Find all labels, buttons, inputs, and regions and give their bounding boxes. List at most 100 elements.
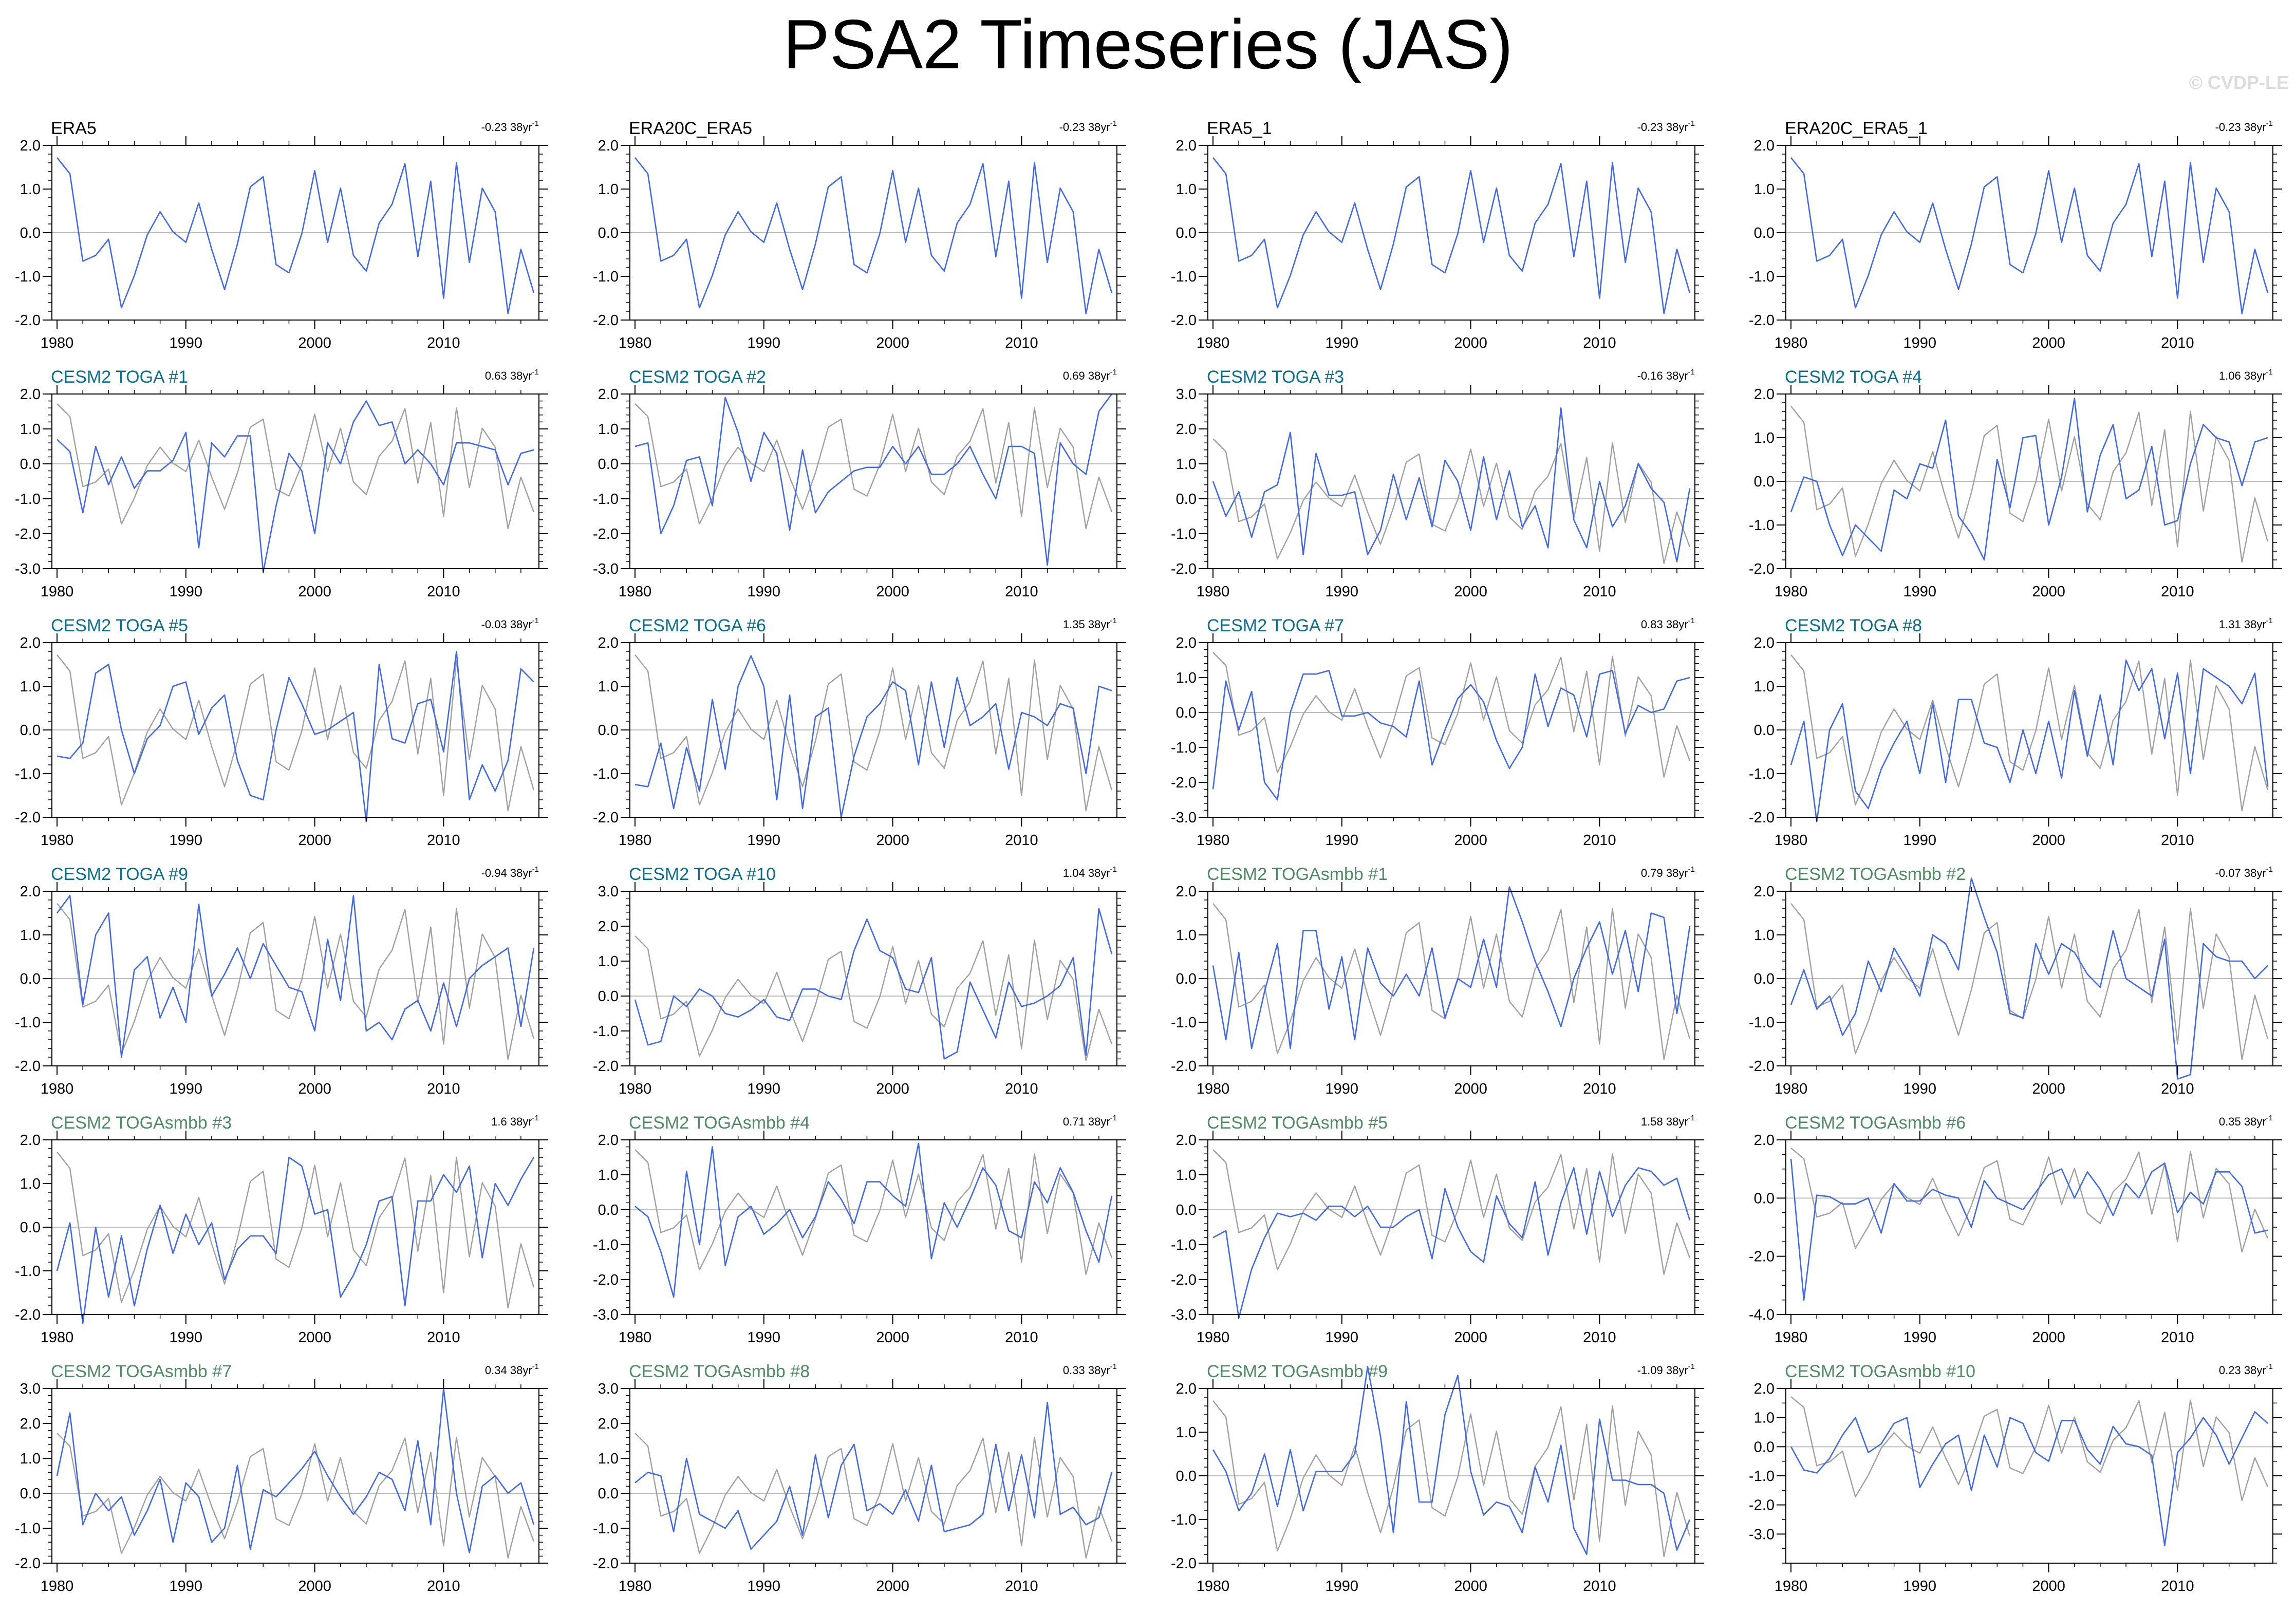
x-tick-label: 1990 xyxy=(1903,832,1937,849)
series-line-sim xyxy=(634,393,1113,566)
x-tick-label: 1990 xyxy=(1326,1578,1359,1594)
x-tick-label: 1980 xyxy=(41,1329,74,1346)
trend-superscript: -1 xyxy=(2266,119,2273,128)
panel-trend: 0.69 38yr-1 xyxy=(1063,368,1117,382)
x-tick-label: 1990 xyxy=(748,1329,781,1346)
y-tick-label: -1.0 xyxy=(1749,1468,1775,1485)
y-tick-label: 1.0 xyxy=(20,927,41,944)
y-tick-label: -1.0 xyxy=(15,269,41,285)
plot-frame xyxy=(1207,1139,1695,1315)
y-tick-label: 0.0 xyxy=(20,225,41,241)
chart-panel-10: CESM2 TOGA #6 1.35 38yr-1 -2.0 -1.0 0.0 1.0 2.… xyxy=(593,616,1126,849)
trend-superscript: -1 xyxy=(1688,1114,1695,1122)
x-tick-label: 1980 xyxy=(619,584,652,600)
x-tick-label: 1990 xyxy=(1903,1578,1937,1594)
series-line-sim xyxy=(1790,877,2268,1080)
y-tick-label: -1.0 xyxy=(1171,526,1197,542)
x-tick-label: 1980 xyxy=(1775,1081,1808,1097)
y-tick-label: 2.0 xyxy=(1754,386,1775,403)
panel-title: ERA5_1 xyxy=(1207,119,1272,138)
y-tick-label: -3.0 xyxy=(1171,810,1197,826)
panel-title: ERA20C_ERA5_1 xyxy=(1785,119,1928,138)
chart-panel-20: CESM2 TOGAsmbb #6 0.35 38yr-1 -4.0 -2.0 0.0 2… xyxy=(1749,1113,2282,1346)
series-line-obs xyxy=(1212,903,1691,1060)
x-tick-label: 1980 xyxy=(1775,1329,1808,1346)
y-tick-label: 2.0 xyxy=(1176,884,1197,900)
y-tick-label: 0.0 xyxy=(1176,1202,1197,1218)
x-tick-label: 2010 xyxy=(2161,584,2194,600)
x-tick-label: 2010 xyxy=(1583,335,1616,351)
series-line-obs xyxy=(57,903,535,1060)
y-tick-label: 0.0 xyxy=(20,456,41,473)
x-tick-label: 2000 xyxy=(1454,1081,1487,1097)
y-tick-label: 1.0 xyxy=(1176,670,1197,686)
x-tick-label: 2000 xyxy=(2032,1329,2065,1346)
trend-superscript: -1 xyxy=(532,119,539,128)
panel-trend: -0.23 38yr-1 xyxy=(1059,119,1117,134)
y-tick-label: 2.0 xyxy=(1176,138,1197,154)
series-line-obs xyxy=(1212,652,1691,778)
series-line-obs xyxy=(57,403,535,530)
trend-superscript: -1 xyxy=(532,616,539,625)
chart-panel-9: CESM2 TOGA #5 -0.03 38yr-1 -2.0 -1.0 0.0 1.0 2… xyxy=(15,616,548,849)
panel-trend: 0.35 38yr-1 xyxy=(2219,1114,2273,1128)
x-tick-label: 2010 xyxy=(427,1081,460,1097)
x-tick-label: 1980 xyxy=(1775,1578,1808,1594)
x-tick-label: 2000 xyxy=(876,1329,909,1346)
x-tick-label: 1990 xyxy=(1903,1081,1937,1097)
y-tick-label: -1.0 xyxy=(15,491,41,508)
y-tick-label: 0.0 xyxy=(1754,722,1775,739)
series-line-sim xyxy=(1790,1411,2268,1547)
panel-trend: 0.71 38yr-1 xyxy=(1063,1114,1117,1128)
y-tick-label: -2.0 xyxy=(15,526,41,542)
y-tick-label: 2.0 xyxy=(598,1132,619,1149)
y-tick-label: 1.0 xyxy=(598,1167,619,1184)
y-tick-label: -3.0 xyxy=(15,561,41,577)
x-tick-label: 2010 xyxy=(1583,1578,1616,1594)
series-line-sim xyxy=(634,655,1112,818)
plot-frame xyxy=(629,1388,1117,1564)
y-tick-label: 1.0 xyxy=(1754,927,1775,944)
y-tick-label: -1.0 xyxy=(1171,1512,1197,1528)
x-tick-label: 1990 xyxy=(1326,1329,1359,1346)
x-tick-label: 1990 xyxy=(170,832,203,849)
chart-panel-3: ERA5_1 -0.23 38yr-1 -2.0 -1.0 0.0 1.0 2.0 1980 1… xyxy=(1171,119,1704,351)
x-tick-label: 2010 xyxy=(2161,832,2194,849)
chart-panel-12: CESM2 TOGA #8 1.31 38yr-1 -2.0 -1.0 0.0 1.0 2.… xyxy=(1749,616,2282,849)
series-line-obs xyxy=(1790,903,2269,1060)
x-tick-label: 2010 xyxy=(2161,1081,2194,1097)
x-tick-label: 2000 xyxy=(876,1578,909,1594)
y-tick-label: -1.0 xyxy=(1749,517,1775,534)
x-tick-label: 2010 xyxy=(1005,1329,1038,1346)
x-tick-label: 1990 xyxy=(170,1578,203,1594)
chart-panel-24: CESM2 TOGAsmbb #10 0.23 38yr-1 -3.0 -2.0 -1.… xyxy=(1749,1362,2282,1594)
y-tick-label: 0.0 xyxy=(598,456,619,473)
trend-superscript: -1 xyxy=(532,1362,539,1371)
x-tick-label: 1990 xyxy=(1326,1081,1359,1097)
y-tick-label: -2.0 xyxy=(1171,1555,1197,1572)
panel-title: CESM2 TOGA #5 xyxy=(51,616,188,635)
series-line-obs xyxy=(57,1433,535,1559)
y-tick-label: -1.0 xyxy=(15,1015,41,1031)
y-tick-label: -1.0 xyxy=(15,1263,41,1280)
y-tick-label: -2.0 xyxy=(593,1058,619,1075)
x-tick-label: 2010 xyxy=(1583,584,1616,600)
panel-title: CESM2 TOGAsmbb #9 xyxy=(1207,1362,1388,1381)
x-tick-label: 1990 xyxy=(748,832,781,849)
trend-superscript: -1 xyxy=(532,368,539,377)
x-tick-label: 1990 xyxy=(748,584,781,600)
series-line-obs xyxy=(1790,406,2269,563)
y-tick-label: 3.0 xyxy=(20,1381,41,1397)
trend-superscript: -1 xyxy=(1688,616,1695,625)
y-tick-label: -2.0 xyxy=(593,1272,619,1288)
panel-trend: 0.23 38yr-1 xyxy=(2219,1362,2273,1377)
y-tick-label: 1.0 xyxy=(20,181,41,198)
x-tick-label: 1980 xyxy=(619,335,652,351)
x-tick-label: 2000 xyxy=(1454,1329,1487,1346)
x-tick-label: 2010 xyxy=(1005,1081,1038,1097)
trend-superscript: -1 xyxy=(1110,616,1117,625)
plot-frame xyxy=(629,1139,1117,1315)
y-tick-label: 2.0 xyxy=(1754,884,1775,900)
panel-title: CESM2 TOGAsmbb #10 xyxy=(1785,1362,1975,1381)
